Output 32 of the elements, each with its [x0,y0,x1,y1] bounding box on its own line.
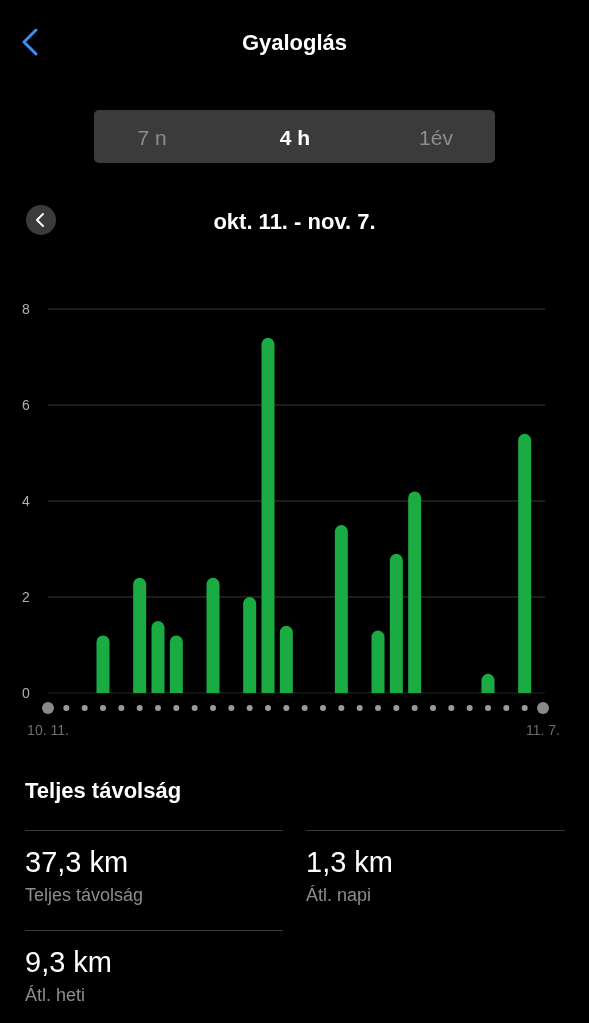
bar [133,577,147,693]
bar [518,433,532,693]
bar [371,630,385,693]
y-tick-label: 2 [22,589,31,605]
text: Átl. heti [25,985,86,1005]
bar [243,597,257,693]
bar [96,635,110,693]
x-tick-label: 11. 7. [526,722,560,738]
bar [169,635,183,693]
text: 1év [419,126,454,149]
text: Átl. napi [306,885,372,905]
y-tick-label: 8 [22,301,31,317]
text: 7 n [137,126,167,149]
chart-subtitle: okt. 11. - nov. 7. [213,209,376,234]
y-tick-label: 4 [22,493,31,509]
bar [206,577,220,693]
bar [334,525,348,693]
text: 4 h [279,126,311,149]
chart-title: Gyaloglás [241,30,348,55]
text: 1,3 km [306,846,394,878]
bar [389,553,403,693]
bar [279,625,293,693]
bar [151,621,165,693]
y-tick-label: 6 [22,397,31,413]
text: Teljes távolság [25,885,144,905]
text: 9,3 km [25,946,113,978]
y-tick-label: 0 [22,685,31,701]
text: 37,3 km [25,846,129,878]
bar [408,491,422,693]
text: Teljes távolság [25,778,182,803]
x-tick-label: 10. 11. [27,722,69,738]
bar [261,337,275,693]
